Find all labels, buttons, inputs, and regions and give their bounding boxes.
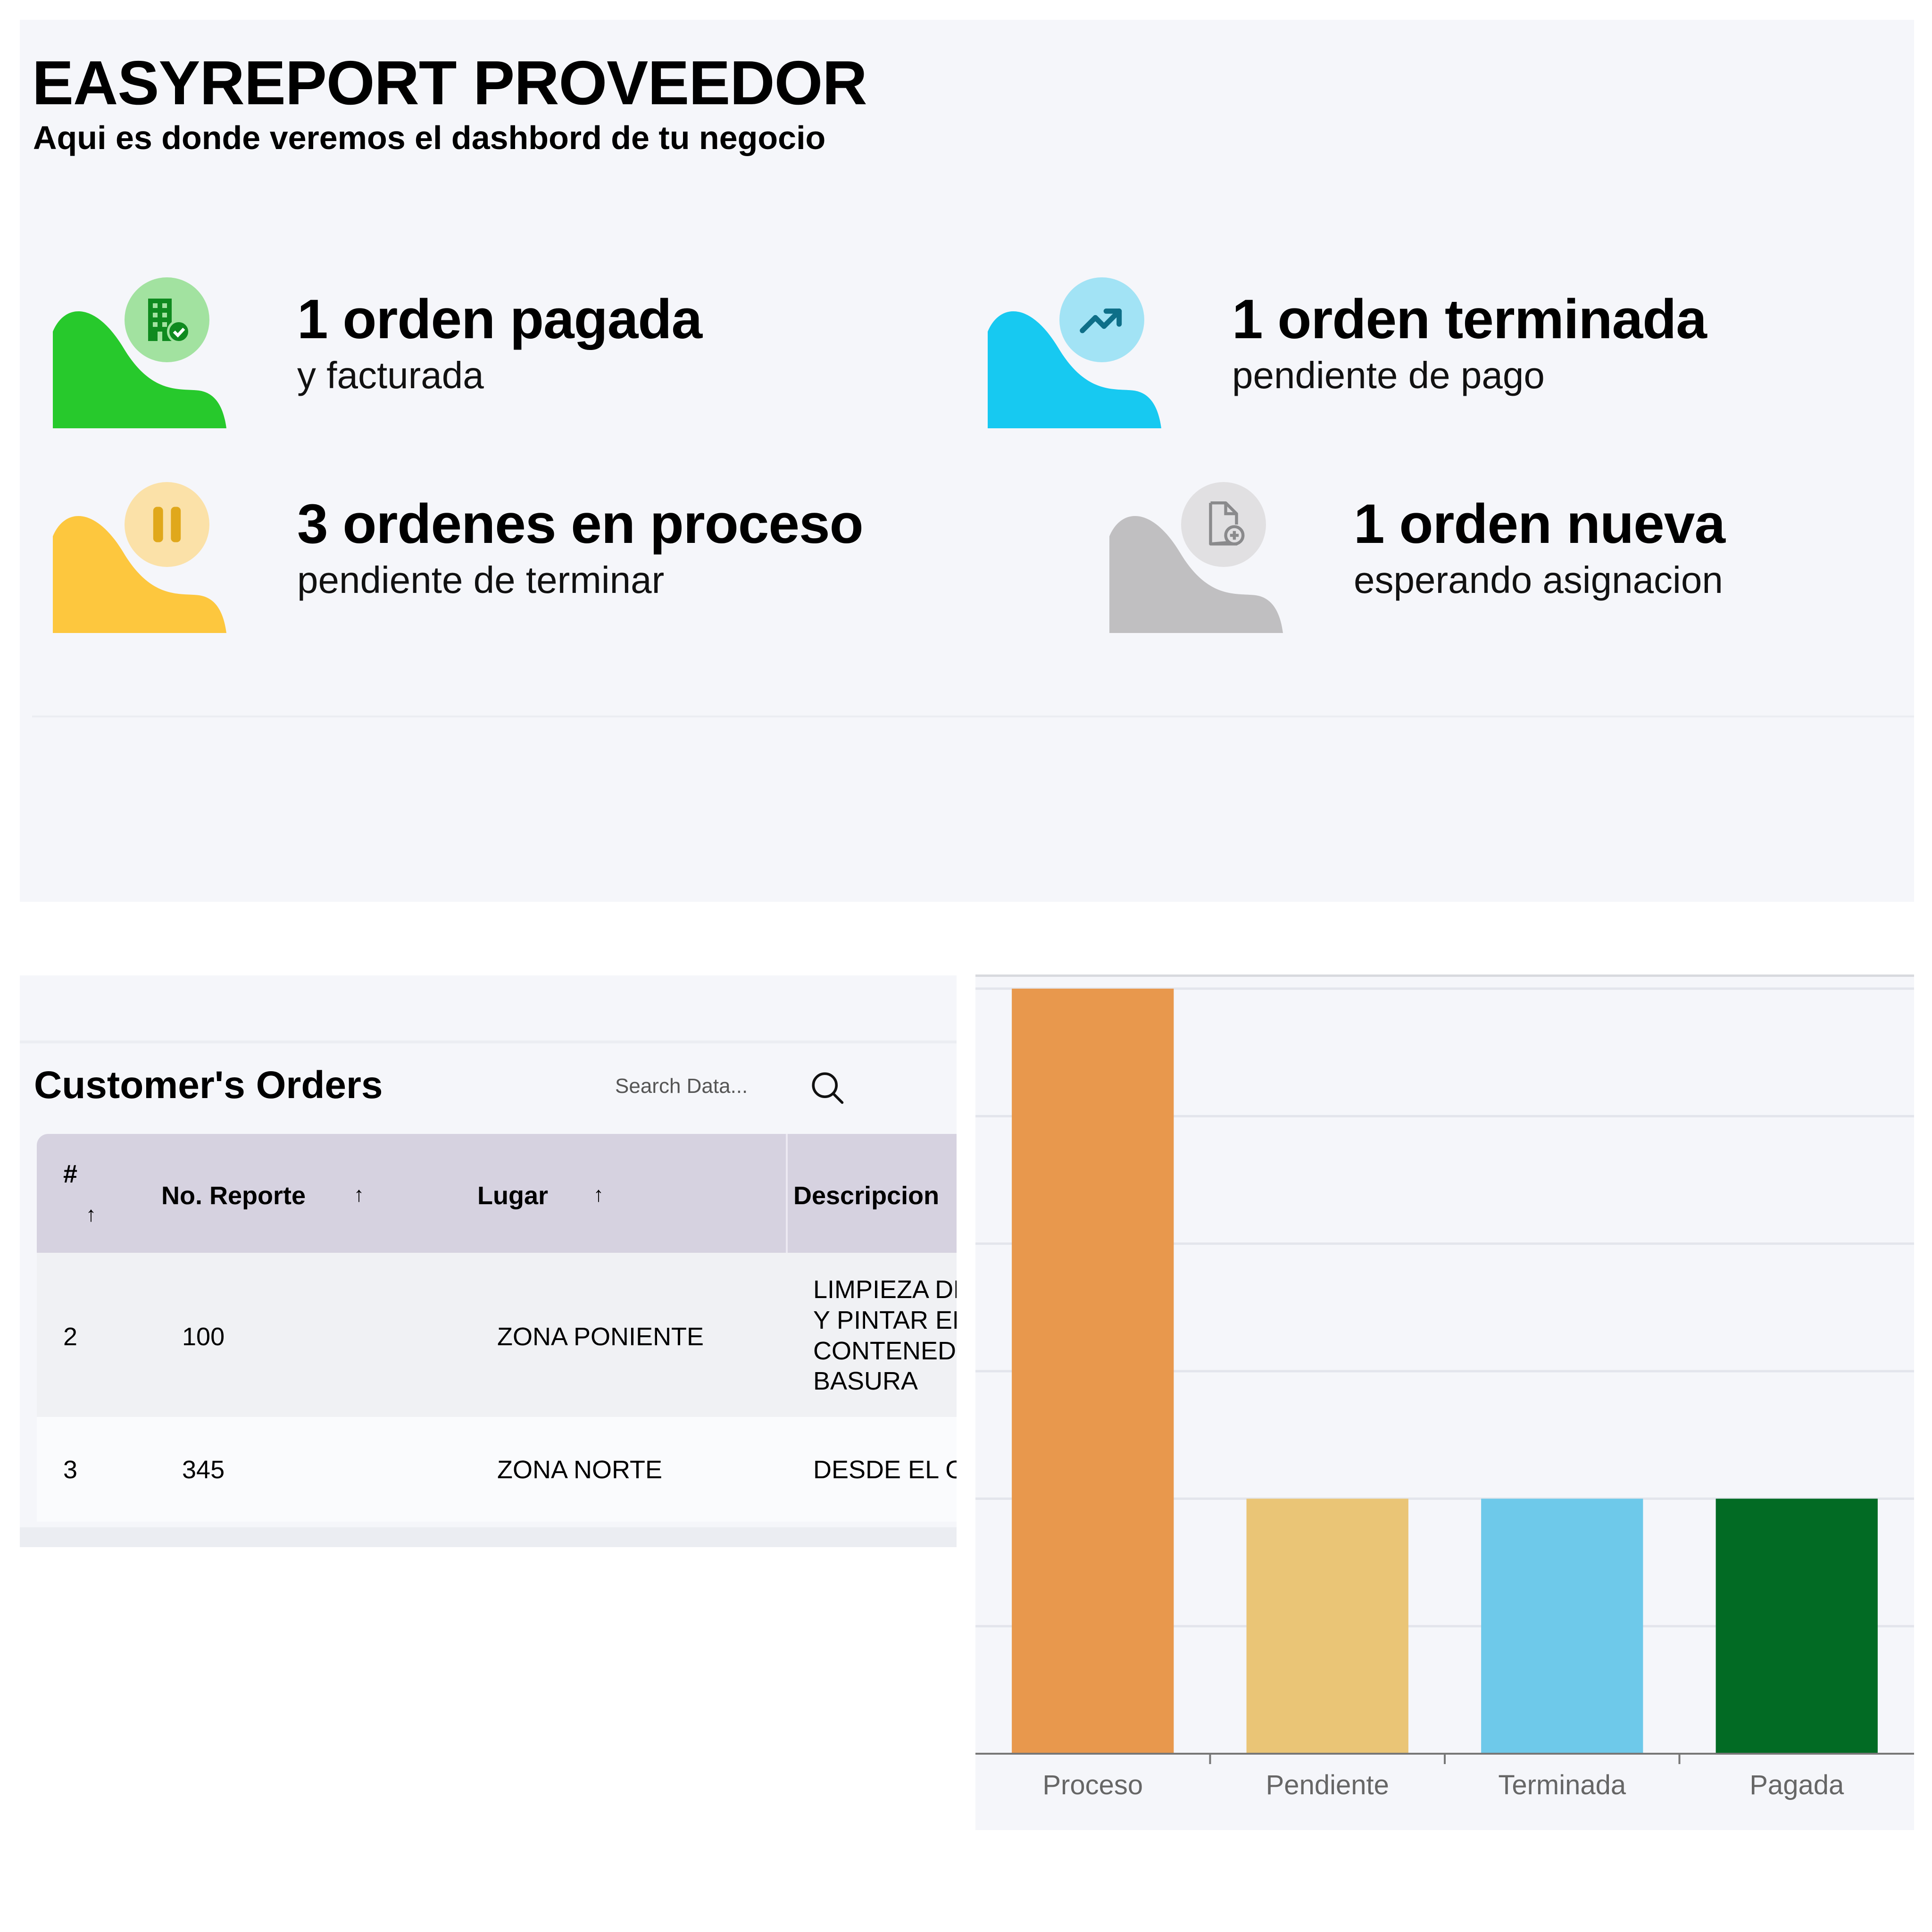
column-header-reporte[interactable]: No. Reporte [161,1182,306,1210]
file-add-icon [1181,482,1266,567]
customer-orders-panel: Customer's Orders # ↑ No. Reporte ↑ Luga… [20,975,957,1547]
building-check-icon [125,277,209,362]
trending-up-icon [1059,277,1144,362]
stat-title: 1 orden terminada [1232,288,1707,350]
table-header: # ↑ No. Reporte ↑ Lugar ↑ Descripcion [37,1134,957,1253]
orders-status-chart: Proceso Pendiente Terminada Pagada [975,974,1914,1830]
stat-card-pagada[interactable]: 1 orden pagada y facturada [53,277,949,428]
orders-title: Customer's Orders [34,1064,383,1107]
stat-title: 1 orden pagada [297,288,702,350]
stat-title: 3 ordenes en proceso [297,493,864,555]
cell-reporte: 100 [182,1323,225,1351]
search-input[interactable] [609,1067,824,1105]
cell-reporte: 345 [182,1456,225,1484]
column-header-lugar[interactable]: Lugar [477,1182,549,1210]
stat-blob-shape [988,311,1161,428]
chart-top-border [975,974,1914,977]
stat-subtitle: y facturada [297,354,484,396]
stat-title: 1 orden nueva [1354,493,1725,555]
sort-arrow-icon[interactable]: ↑ [593,1183,604,1206]
cell-descripcion: LIMPIEZA DE I Y PINTAR EL CONTENEDOR BAS… [813,1275,957,1396]
x-tick-label: Pendiente [1266,1770,1389,1800]
stat-card-proceso[interactable]: 3 ordenes en proceso pendiente de termin… [53,482,949,633]
bar-proceso[interactable] [1012,989,1174,1754]
stat-blob-shape [1109,516,1283,633]
sort-arrow-icon[interactable]: ↑ [86,1203,96,1226]
cell-lugar: ZONA PONIENTE [497,1323,704,1351]
stat-blob-shape [53,516,226,633]
cell-id: 2 [63,1323,78,1351]
x-tick-label: Terminada [1498,1770,1626,1800]
stat-subtitle: pendiente de pago [1232,354,1545,396]
bar-pendiente[interactable] [1246,1499,1408,1754]
section-divider [32,716,1914,717]
orders-footer-strip [20,1527,957,1547]
app-title: EASYREPORT PROVEEDOR [32,48,867,117]
x-tick-label: Proceso [1042,1770,1143,1800]
orders-table: # ↑ No. Reporte ↑ Lugar ↑ Descripcion 2 … [37,1134,957,1547]
stat-subtitle: esperando asignacion [1354,559,1723,601]
orders-header-strip [20,1041,957,1043]
x-tick-label: Pagada [1749,1770,1844,1800]
bar-terminada[interactable] [1481,1499,1643,1754]
dashboard-summary-panel: EASYREPORT PROVEEDOR Aqui es donde verem… [20,20,1914,902]
app-subtitle: Aqui es donde veremos el dashbord de tu … [33,119,826,156]
bar-chart: Proceso Pendiente Terminada Pagada [975,987,1914,1800]
stat-card-terminada[interactable]: 1 orden terminada pendiente de pago [988,277,1884,428]
column-separator [786,1134,788,1253]
sort-arrow-icon[interactable]: ↑ [354,1183,364,1206]
column-header-descripcion[interactable]: Descripcion [793,1182,940,1210]
cell-descripcion: DESDE EL CEL [813,1456,957,1484]
search-icon[interactable] [808,1068,847,1108]
stat-subtitle: pendiente de terminar [297,559,665,601]
table-row[interactable]: 3 345 ZONA NORTE DESDE EL CEL [37,1417,957,1522]
pause-icon [125,482,209,567]
stat-card-nueva[interactable]: 1 orden nueva esperando asignacion [1109,482,1932,633]
cell-id: 3 [63,1456,78,1484]
cell-lugar: ZONA NORTE [497,1456,663,1484]
stat-blob-shape [53,311,226,428]
table-row[interactable]: 2 100 ZONA PONIENTE LIMPIEZA DE I Y PINT… [37,1253,957,1417]
column-header-id[interactable]: # [63,1160,78,1188]
bar-pagada[interactable] [1715,1499,1878,1754]
